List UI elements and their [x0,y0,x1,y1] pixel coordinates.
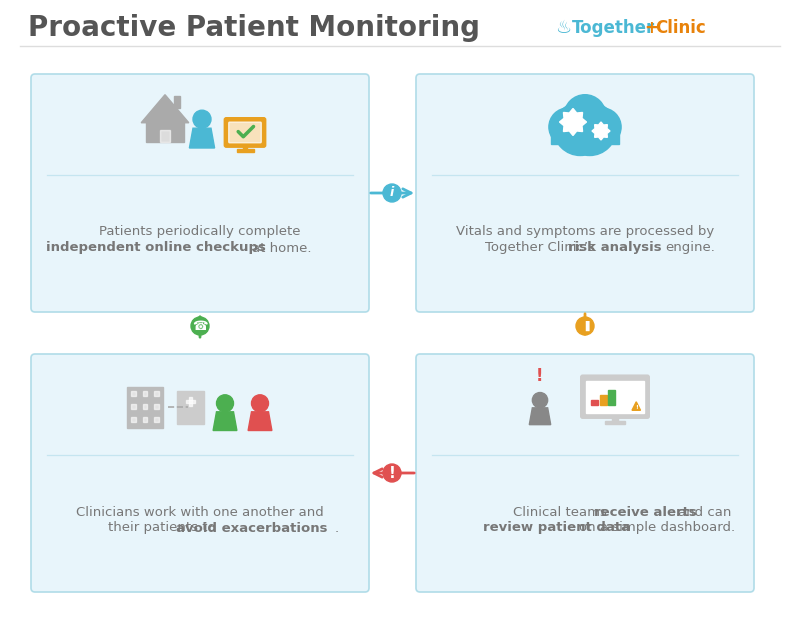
Bar [186,399,194,402]
Text: engine.: engine. [665,242,715,255]
Circle shape [583,108,621,146]
Text: review patient data: review patient data [483,522,630,535]
Bar [160,130,170,142]
FancyBboxPatch shape [224,117,266,147]
Bar [146,122,184,142]
Circle shape [549,108,587,146]
Circle shape [598,127,605,135]
Bar [600,395,606,405]
Polygon shape [213,412,237,431]
Bar [613,415,618,422]
Bar [591,400,598,405]
Circle shape [251,395,269,412]
FancyBboxPatch shape [416,74,754,312]
Bar [131,404,136,408]
Text: Together Clinic’s: Together Clinic’s [485,242,595,255]
Text: Together: Together [572,19,655,37]
Text: avoid exacerbations: avoid exacerbations [176,522,328,535]
Text: Clinic: Clinic [655,19,706,37]
Text: risk analysis: risk analysis [568,242,662,255]
Text: ☎: ☎ [192,320,208,332]
Text: i: i [390,187,394,200]
Circle shape [554,103,607,156]
Text: ♨: ♨ [555,19,571,37]
Circle shape [564,95,606,137]
Text: their patients to: their patients to [108,522,216,535]
Bar [154,404,159,408]
Bar [243,143,246,150]
Bar [189,397,191,405]
FancyBboxPatch shape [581,375,650,418]
Polygon shape [592,122,610,140]
Polygon shape [559,109,586,135]
Text: Clinicians work with one another and: Clinicians work with one another and [76,506,324,519]
Circle shape [383,464,401,482]
Text: independent online checkups: independent online checkups [46,242,266,255]
Text: ▐: ▐ [582,321,589,331]
Polygon shape [632,402,641,410]
Polygon shape [141,95,189,123]
Circle shape [191,317,209,335]
Text: Proactive Patient Monitoring: Proactive Patient Monitoring [28,14,480,42]
Bar [177,391,203,423]
FancyBboxPatch shape [31,354,369,592]
Bar [142,404,147,408]
Text: Patients periodically complete: Patients periodically complete [99,226,301,239]
Bar [586,381,644,413]
Text: at home.: at home. [252,242,312,255]
Circle shape [217,395,234,412]
Text: !: ! [635,405,638,410]
FancyBboxPatch shape [31,74,369,312]
Bar [154,391,159,396]
Circle shape [568,117,578,127]
FancyBboxPatch shape [416,354,754,592]
Bar [237,150,254,152]
Text: on a simple dashboard.: on a simple dashboard. [579,522,735,535]
Text: receive alerts: receive alerts [594,506,696,519]
Polygon shape [190,128,214,148]
Text: Vitals and symptoms are processed by: Vitals and symptoms are processed by [456,226,714,239]
Circle shape [576,317,594,335]
Bar [174,96,180,108]
Text: .: . [335,522,339,535]
Bar [131,391,136,396]
Bar [605,421,626,424]
Circle shape [383,184,401,202]
Circle shape [532,392,548,408]
Bar [127,386,163,428]
Text: +: + [644,19,658,37]
FancyBboxPatch shape [229,122,262,143]
Polygon shape [248,412,272,431]
Bar [142,391,147,396]
Text: and can: and can [678,506,732,519]
Bar [550,125,619,144]
Circle shape [563,103,616,156]
Bar [131,417,136,421]
Polygon shape [530,408,550,425]
Text: !: ! [536,367,544,385]
Bar [608,390,615,405]
Circle shape [193,110,211,128]
Text: Clinical teams: Clinical teams [513,506,607,519]
Bar [154,417,159,421]
Bar [142,417,147,421]
Text: !: ! [389,465,395,481]
